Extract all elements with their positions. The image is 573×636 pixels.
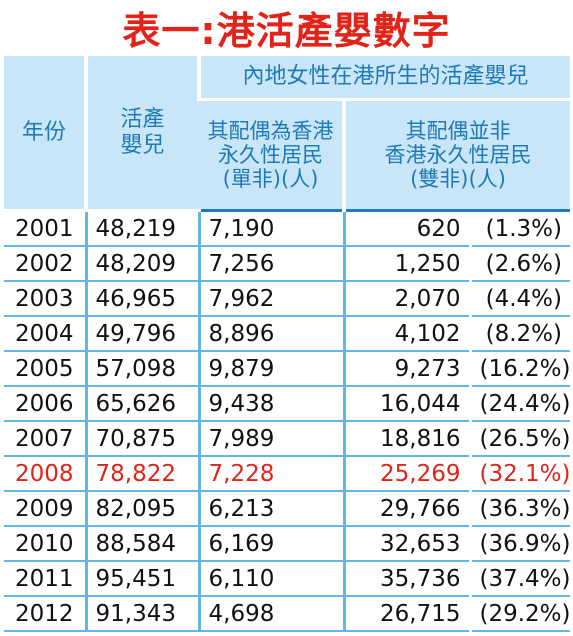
header-year: 年份: [4, 56, 86, 212]
cell-double-non: 26,715: [342, 596, 470, 632]
cell-year: 2004: [4, 316, 86, 352]
cell-single-non: 4,698: [197, 596, 344, 632]
cell-double-non-percent: (36.9%): [468, 526, 571, 562]
cell-double-non: 1,250: [342, 246, 470, 282]
cell-live-births: 78,822: [84, 456, 199, 492]
header-live-births: 活產 嬰兒: [84, 56, 199, 212]
cell-double-non-percent: (36.3%): [468, 491, 571, 527]
header-double-non: 其配偶並非 香港永久性居民 (雙非)(人): [342, 99, 570, 211]
cell-year: 2012: [4, 596, 86, 632]
cell-year: 2001: [4, 209, 86, 247]
cell-year: 2007: [4, 421, 86, 457]
table-body: 2001 48,219 7,190 620 (1.3%) 2002 48,209 7,256 1…: [4, 209, 571, 632]
cell-live-births: 57,098: [84, 351, 199, 387]
cell-live-births: 88,584: [84, 526, 199, 562]
cell-double-non-percent: (32.1%): [468, 456, 571, 492]
cell-double-non-percent: (4.4%): [468, 281, 570, 317]
cell-double-non-percent: (8.2%): [468, 316, 570, 352]
table-title: 表一:港活產嬰數字: [122, 8, 451, 53]
cell-live-births: 48,219: [84, 209, 199, 247]
cell-year: 2005: [4, 351, 86, 387]
header-double-line3: (雙非)(人): [410, 167, 506, 192]
table-row: 2002 48,209 7,256 1,250 (2.6%): [4, 246, 570, 282]
cell-live-births: 95,451: [84, 561, 199, 597]
cell-live-births: 48,209: [84, 246, 199, 282]
cell-double-non: 25,269: [342, 456, 470, 492]
header-single-line3: (單非)(人): [222, 167, 319, 192]
cell-year: 2006: [4, 386, 86, 422]
cell-single-non: 7,962: [197, 281, 344, 317]
cell-double-non-percent: (26.5%): [468, 421, 571, 457]
cell-year: 2010: [4, 526, 86, 562]
birth-statistics-table: 年份 活產 嬰兒 內地女性在港所生的活產嬰兒 其配偶為香港 永久性居民 (單非)…: [4, 56, 571, 632]
cell-year: 2002: [4, 246, 86, 282]
cell-double-non: 18,816: [342, 421, 470, 457]
cell-live-births: 46,965: [84, 281, 199, 317]
header-single-line1: 其配偶為香港: [207, 118, 334, 143]
cell-double-non-percent: (24.4%): [468, 386, 571, 422]
cell-live-births: 49,796: [84, 316, 199, 352]
cell-live-births: 65,626: [84, 386, 199, 422]
cell-double-non: 4,102: [342, 316, 470, 352]
cell-single-non: 7,190: [197, 209, 344, 247]
cell-double-non-percent: (29.2%): [468, 596, 571, 632]
cell-single-non: 6,169: [197, 526, 344, 562]
cell-double-non: 2,070: [342, 281, 470, 317]
cell-single-non: 7,256: [197, 246, 344, 282]
cell-single-non: 7,989: [197, 421, 344, 457]
table-row: 2004 49,796 8,896 4,102 (8.2%): [4, 316, 570, 352]
cell-double-non: 620: [342, 209, 470, 247]
header-single-non: 其配偶為香港 永久性居民 (單非)(人): [199, 99, 344, 211]
cell-single-non: 8,896: [197, 316, 344, 352]
cell-double-non: 16,044: [342, 386, 470, 422]
cell-double-non: 9,273: [342, 351, 470, 387]
table-row: 2007 70,875 7,989 18,816 (26.5%): [4, 421, 571, 457]
cell-live-births: 91,343: [84, 596, 199, 632]
cell-live-births: 82,095: [84, 491, 199, 527]
cell-live-births: 70,875: [84, 421, 199, 457]
table-row: 2009 82,095 6,213 29,766 (36.3%): [4, 491, 571, 527]
header-live-births-line2: 嬰兒: [120, 132, 165, 158]
cell-single-non: 9,438: [197, 386, 344, 422]
cell-double-non-percent: (37.4%): [468, 561, 571, 597]
header-single-line2: 永久性居民: [218, 142, 323, 167]
header-double-line1: 其配偶並非: [405, 118, 511, 143]
header-live-births-line1: 活產: [120, 107, 165, 133]
table-row: 2005 57,098 9,879 9,273 (16.2%): [4, 351, 571, 387]
cell-double-non: 35,736: [342, 561, 470, 597]
header-mainland-mothers-group: 內地女性在港所生的活產嬰兒: [197, 56, 570, 101]
cell-year: 2008: [4, 456, 86, 492]
table-row: 2012 91,343 4,698 26,715 (29.2%): [4, 596, 571, 632]
cell-single-non: 6,213: [197, 491, 344, 527]
cell-single-non: 9,879: [197, 351, 344, 387]
header-double-line2: 香港永久性居民: [384, 142, 532, 167]
cell-single-non: 7,228: [197, 456, 344, 492]
table-row: 2011 95,451 6,110 35,736 (37.4%): [4, 561, 571, 597]
cell-double-non: 29,766: [342, 491, 470, 527]
cell-year: 2003: [4, 281, 86, 317]
table-row: 2003 46,965 7,962 2,070 (4.4%): [4, 281, 570, 317]
cell-year: 2011: [4, 561, 86, 597]
cell-double-non-percent: (2.6%): [468, 246, 570, 282]
cell-year: 2009: [4, 491, 86, 527]
table-row: 2010 88,584 6,169 32,653 (36.9%): [4, 526, 571, 562]
table-row: 2006 65,626 9,438 16,044 (24.4%): [4, 386, 571, 422]
table-row: 2008 78,822 7,228 25,269 (32.1%): [4, 456, 571, 492]
cell-double-non: 32,653: [342, 526, 470, 562]
cell-double-non-percent: (16.2%): [468, 351, 571, 387]
cell-double-non-percent: (1.3%): [468, 209, 570, 247]
table-row: 2001 48,219 7,190 620 (1.3%): [4, 209, 570, 247]
cell-single-non: 6,110: [197, 561, 344, 597]
